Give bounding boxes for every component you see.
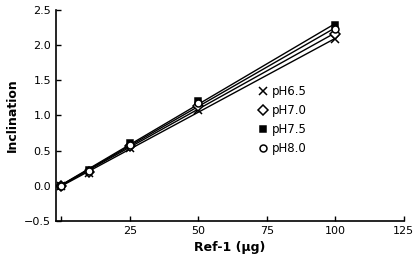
- X-axis label: Ref-1 (μg): Ref-1 (μg): [194, 242, 265, 255]
- pH7.5: [127, 142, 132, 145]
- pH6.5: [196, 109, 201, 112]
- pH7.0: [127, 145, 132, 148]
- pH7.0: [196, 105, 201, 108]
- pH8.0: [196, 102, 201, 105]
- pH7.5: [196, 100, 201, 103]
- pH7.5: [333, 23, 338, 27]
- pH7.0: [59, 184, 64, 187]
- Y-axis label: Inclination: Inclination: [5, 79, 18, 152]
- pH8.0: [59, 184, 64, 187]
- Legend: pH6.5, pH7.0, pH7.5, pH8.0: pH6.5, pH7.0, pH7.5, pH8.0: [257, 83, 309, 158]
- pH8.0: [87, 170, 92, 173]
- pH6.5: [333, 38, 338, 41]
- pH6.5: [87, 172, 92, 175]
- Line: pH7.0: pH7.0: [58, 31, 339, 189]
- Line: pH8.0: pH8.0: [58, 26, 339, 189]
- pH7.5: [59, 184, 64, 187]
- pH8.0: [333, 28, 338, 31]
- pH6.5: [127, 147, 132, 150]
- pH7.0: [87, 170, 92, 173]
- pH7.0: [333, 33, 338, 36]
- pH7.5: [87, 169, 92, 172]
- Line: pH7.5: pH7.5: [58, 22, 339, 189]
- Line: pH6.5: pH6.5: [57, 35, 339, 190]
- pH8.0: [127, 143, 132, 146]
- pH6.5: [59, 184, 64, 187]
